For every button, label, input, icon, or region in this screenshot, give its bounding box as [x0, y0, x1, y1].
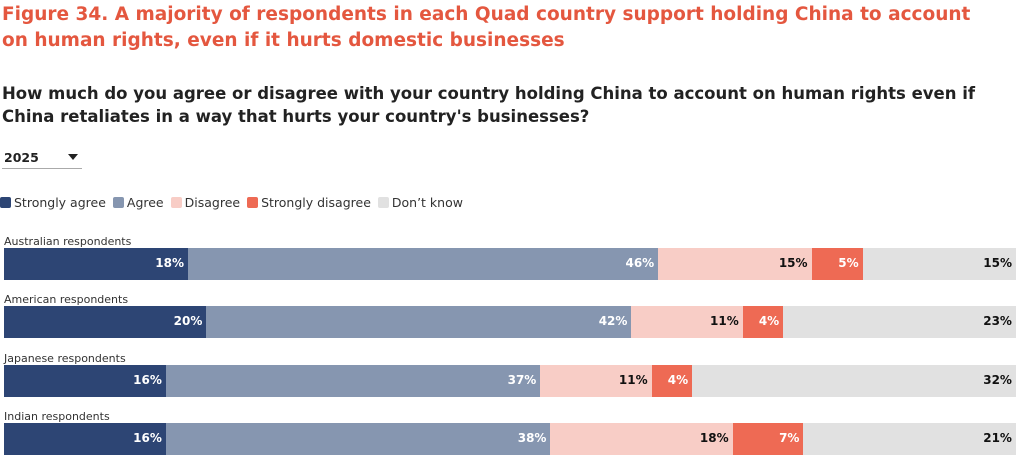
bar-segment-disagree: 18%: [550, 422, 733, 455]
bar-segment-strongly-disagree: 4%: [651, 364, 693, 397]
bar-row-indian-respondents: 16% 38% 18% 7% 21%: [4, 422, 1016, 455]
category-label: Indian respondents: [4, 409, 110, 423]
bar-segment-don-t-know: 23%: [783, 306, 1016, 339]
bar-segment-agree: 42%: [206, 306, 632, 339]
bar-segment-disagree: 11%: [631, 306, 743, 339]
bar-segment-strongly-agree: 16%: [4, 422, 166, 455]
legend-label: Agree: [126, 194, 164, 210]
legend-label: Disagree: [184, 194, 241, 210]
bar-row-american-respondents: 20% 42% 11% 4% 23%: [4, 306, 1016, 339]
data-label: 38%: [517, 430, 547, 445]
year-dropdown-value: 2025: [4, 150, 39, 165]
chevron-down-icon: [68, 154, 78, 160]
bar-segment-agree: 37%: [165, 364, 541, 397]
bar-segment-strongly-agree: 18%: [4, 248, 188, 280]
data-label: 46%: [625, 256, 655, 270]
bar-segment-strongly-agree: 20%: [4, 306, 207, 339]
legend-item-agree: Agree: [112, 194, 164, 210]
data-label: 37%: [507, 372, 537, 387]
survey-question: How much do you agree or disagree with y…: [2, 84, 976, 126]
data-label: 16%: [133, 372, 162, 387]
legend-label: Strongly disagree: [261, 194, 371, 210]
data-label: 16%: [133, 430, 162, 445]
data-label: 21%: [983, 430, 1012, 445]
legend-item-disagree: Disagree: [170, 194, 241, 210]
data-label: 4%: [667, 372, 689, 387]
legend-swatch: [377, 196, 389, 208]
bar-segment-strongly-disagree: 4%: [742, 306, 784, 339]
legend-swatch: [0, 196, 11, 208]
bar-segment-strongly-disagree: 5%: [811, 248, 863, 280]
legend-item-strongly-disagree: Strongly disagree: [247, 195, 371, 210]
legend-swatch: [170, 196, 182, 208]
data-label: 11%: [710, 314, 739, 329]
data-label: 32%: [983, 372, 1012, 387]
data-label: 4%: [758, 314, 780, 329]
data-label: 23%: [983, 314, 1012, 329]
data-label: 5%: [838, 256, 859, 270]
legend-swatch: [112, 196, 124, 208]
data-label: 42%: [598, 314, 628, 329]
bar-row-australian-respondents: 18% 46% 15% 5% 15%: [4, 248, 1016, 280]
bar-segment-strongly-agree: 16%: [4, 364, 166, 397]
bar-segment-strongly-disagree: 7%: [732, 422, 804, 455]
year-dropdown[interactable]: 2025: [2, 148, 82, 169]
legend-item-strongly-agree: Strongly agree: [0, 195, 106, 210]
data-label: 11%: [618, 372, 648, 387]
legend-label: Don’t know: [391, 194, 463, 210]
bar-segment-disagree: 15%: [658, 248, 812, 280]
bar-segment-don-t-know: 21%: [803, 422, 1016, 455]
bar-segment-don-t-know: 15%: [862, 248, 1016, 280]
bar-segment-agree: 38%: [165, 422, 551, 455]
category-label: Japanese respondents: [4, 351, 126, 365]
legend-swatch: [247, 196, 259, 208]
data-label: 15%: [778, 256, 808, 270]
bar-segment-disagree: 11%: [540, 364, 652, 397]
data-label: 7%: [779, 430, 800, 445]
bar-row-japanese-respondents: 16% 37% 11% 4% 32%: [4, 364, 1016, 397]
data-label: 18%: [699, 430, 729, 445]
category-label: Australian respondents: [4, 235, 132, 248]
legend-label: Strongly agree: [14, 194, 106, 210]
data-label: 20%: [173, 314, 203, 329]
data-label: 15%: [983, 256, 1012, 270]
data-label: 18%: [155, 256, 184, 270]
bar-segment-agree: 46%: [188, 248, 659, 280]
legend-item-don-t-know: Don’t know: [377, 194, 463, 210]
category-label: American respondents: [4, 293, 129, 307]
chart-legend: Strongly agree Agree Disagree Strongly disa…: [0, 193, 470, 211]
figure-title: Figure 34. A majority of respondents in …: [2, 4, 971, 51]
bar-segment-don-t-know: 32%: [692, 364, 1016, 397]
